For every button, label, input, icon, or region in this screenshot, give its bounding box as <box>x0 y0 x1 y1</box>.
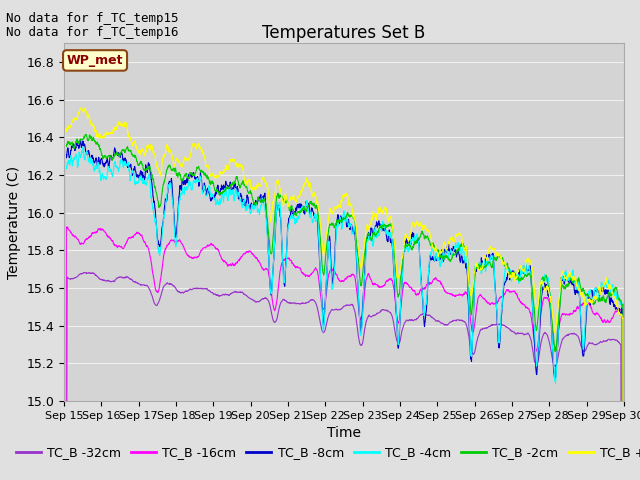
Text: WP_met: WP_met <box>67 54 124 67</box>
Y-axis label: Temperature (C): Temperature (C) <box>7 166 21 278</box>
Title: Temperatures Set B: Temperatures Set B <box>262 24 426 42</box>
Text: No data for f_TC_temp15: No data for f_TC_temp15 <box>6 12 179 25</box>
X-axis label: Time: Time <box>327 426 361 440</box>
Legend: TC_B -32cm, TC_B -16cm, TC_B -8cm, TC_B -4cm, TC_B -2cm, TC_B +4cm: TC_B -32cm, TC_B -16cm, TC_B -8cm, TC_B … <box>11 441 640 464</box>
Text: No data for f_TC_temp16: No data for f_TC_temp16 <box>6 26 179 39</box>
